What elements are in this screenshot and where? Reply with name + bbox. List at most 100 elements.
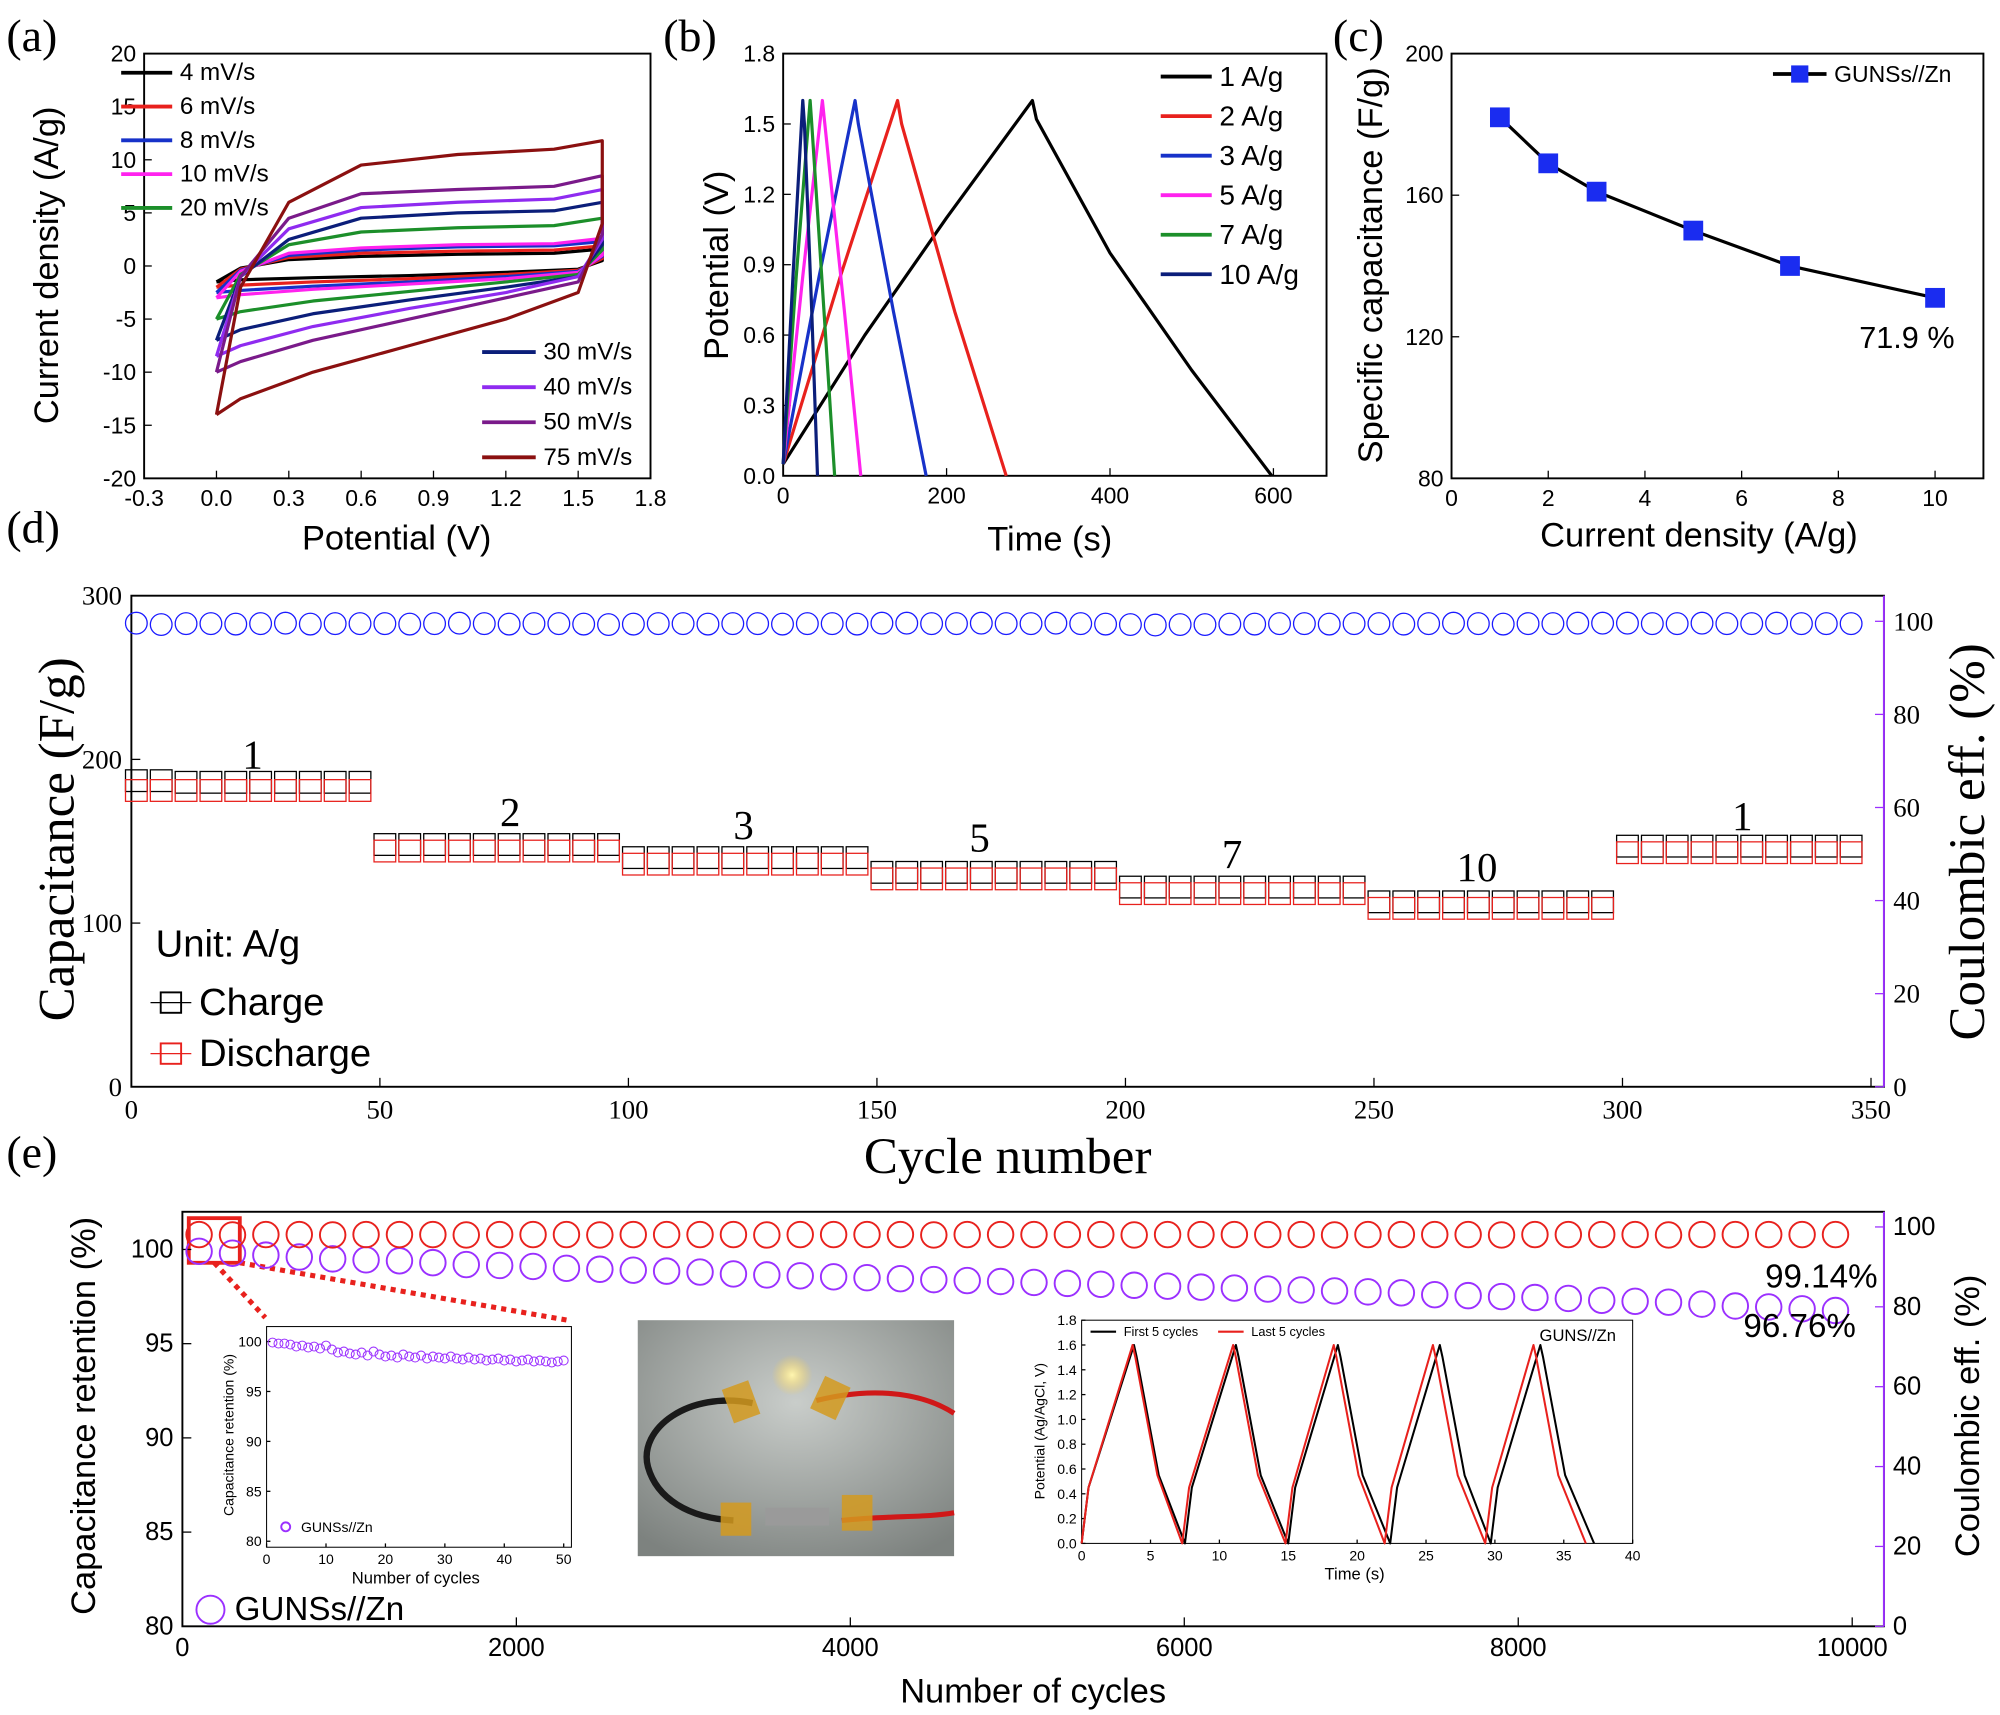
data-marker [1665,841,1689,865]
data-marker [1053,1220,1082,1249]
data-marker [870,867,894,891]
x-tick-label: 2000 [488,1634,545,1662]
data-marker [1788,1295,1816,1323]
panel-label: (a) [6,10,57,61]
data-marker [185,1237,213,1266]
data-marker [249,779,273,802]
data-marker [1541,612,1565,636]
y-tick-label: 10 [111,147,137,173]
data-marker [746,612,770,636]
data-marker [447,611,471,635]
annotation: GUNS//Zn [1540,1326,1616,1345]
data-marker [1387,1220,1416,1249]
data-marker [845,612,869,636]
y-tick-label: 1.2 [743,181,775,207]
chart-panel: 0 2 4 6 8 10 80 120 160 200 (c) Current density (A/… [1333,10,1985,555]
data-marker [419,1220,447,1249]
data-marker [1094,867,1118,891]
data-marker [696,612,720,636]
data-marker [1087,1220,1115,1249]
data-marker [1220,1220,1249,1249]
data-marker [422,1353,433,1364]
x-tick-label: 30 [1487,1547,1503,1563]
data-marker [1538,153,1559,174]
data-marker [1688,1290,1716,1318]
photo-tape [810,1375,851,1421]
y-axis-label: Specific capacitance (F/g) [1352,67,1390,463]
y-tick-label: -20 [103,465,136,491]
x-axis-label: Current density (A/g) [1540,517,1858,555]
x-tick-label: 10 [1212,1547,1228,1563]
y2-tick-label: 80 [1893,1293,1921,1321]
data-marker [497,839,521,863]
data-marker [174,779,198,802]
y-tick-label: 1.8 [743,41,775,67]
annotation: 5 [969,816,989,861]
data-line [1080,1343,1587,1545]
panel-label: (d) [6,501,60,552]
data-marker [1591,896,1615,920]
data-marker [686,1258,714,1286]
y-axis-label: Current density (A/g) [28,107,66,425]
zoom-guide [239,1260,569,1323]
plot-frame [266,1326,572,1548]
legend-marker [1791,65,1809,83]
x-axis-label: Number of cycles [900,1672,1166,1710]
data-line [214,139,604,416]
x-tick-label: 1.5 [562,485,594,511]
data-marker [1755,1220,1783,1249]
annotation: 99.14% [1765,1258,1877,1295]
data-marker [1392,896,1416,920]
data-marker [586,1255,614,1283]
x-tick-label: 0 [777,482,790,508]
data-line [781,98,820,476]
annotation: 7 [1222,832,1242,877]
data-marker [1683,220,1704,241]
x-tick-label: 40 [496,1551,512,1567]
y-tick-label: 100 [238,1334,262,1350]
data-marker [986,1220,1015,1249]
data-marker [285,1243,313,1271]
x-tick-label: 0 [263,1551,271,1567]
data-marker [1069,612,1093,636]
data-marker [356,1347,367,1358]
data-marker [552,1254,581,1283]
legend-label: GUNSs//Zn [235,1591,405,1628]
data-marker [746,852,770,876]
data-marker [1153,1272,1182,1300]
y-tick-label: 0.4 [1057,1486,1077,1502]
data-marker [1120,1271,1148,1299]
x-tick-label: 1.8 [635,485,667,511]
data-marker [1466,612,1490,636]
data-marker [671,612,695,636]
y-axis-label: Capacitance retention (%) [65,1217,103,1615]
data-marker [994,867,1018,891]
data-marker [373,612,397,636]
data-marker [439,1353,450,1364]
data-marker [1566,896,1590,920]
x-tick-label: 10 [1922,485,1948,511]
data-marker [149,779,173,802]
x-tick-label: 100 [608,1095,648,1125]
data-marker [1516,612,1540,636]
data-marker [1354,1220,1382,1249]
data-marker [511,1356,522,1367]
data-marker [920,867,944,891]
data-marker [652,1220,681,1249]
data-marker [380,1351,391,1362]
data-marker [350,1349,361,1360]
data-marker [1489,107,1510,128]
x-tick-label: 2 [1542,485,1555,511]
data-marker [1442,896,1465,920]
data-marker [1654,1221,1683,1249]
data-marker [1153,1220,1182,1249]
data-marker [1019,867,1043,891]
y2-tick-label: 0 [1893,1612,1907,1640]
data-marker [1715,612,1739,636]
y-tick-label: 20 [111,41,137,67]
data-marker [124,779,148,802]
x-tick-label: 400 [1091,482,1129,508]
data-marker [309,1341,320,1352]
data-marker [1044,611,1068,635]
data-line [1080,1343,1596,1545]
